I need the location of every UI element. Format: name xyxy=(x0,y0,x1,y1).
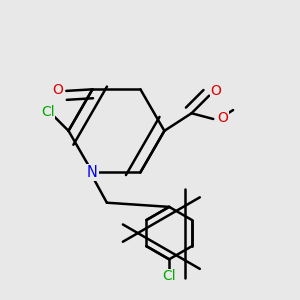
Text: O: O xyxy=(218,111,228,125)
Text: N: N xyxy=(87,165,98,180)
Text: O: O xyxy=(52,83,63,97)
Text: Cl: Cl xyxy=(162,269,176,283)
Text: O: O xyxy=(211,84,222,98)
Text: Cl: Cl xyxy=(41,105,55,118)
